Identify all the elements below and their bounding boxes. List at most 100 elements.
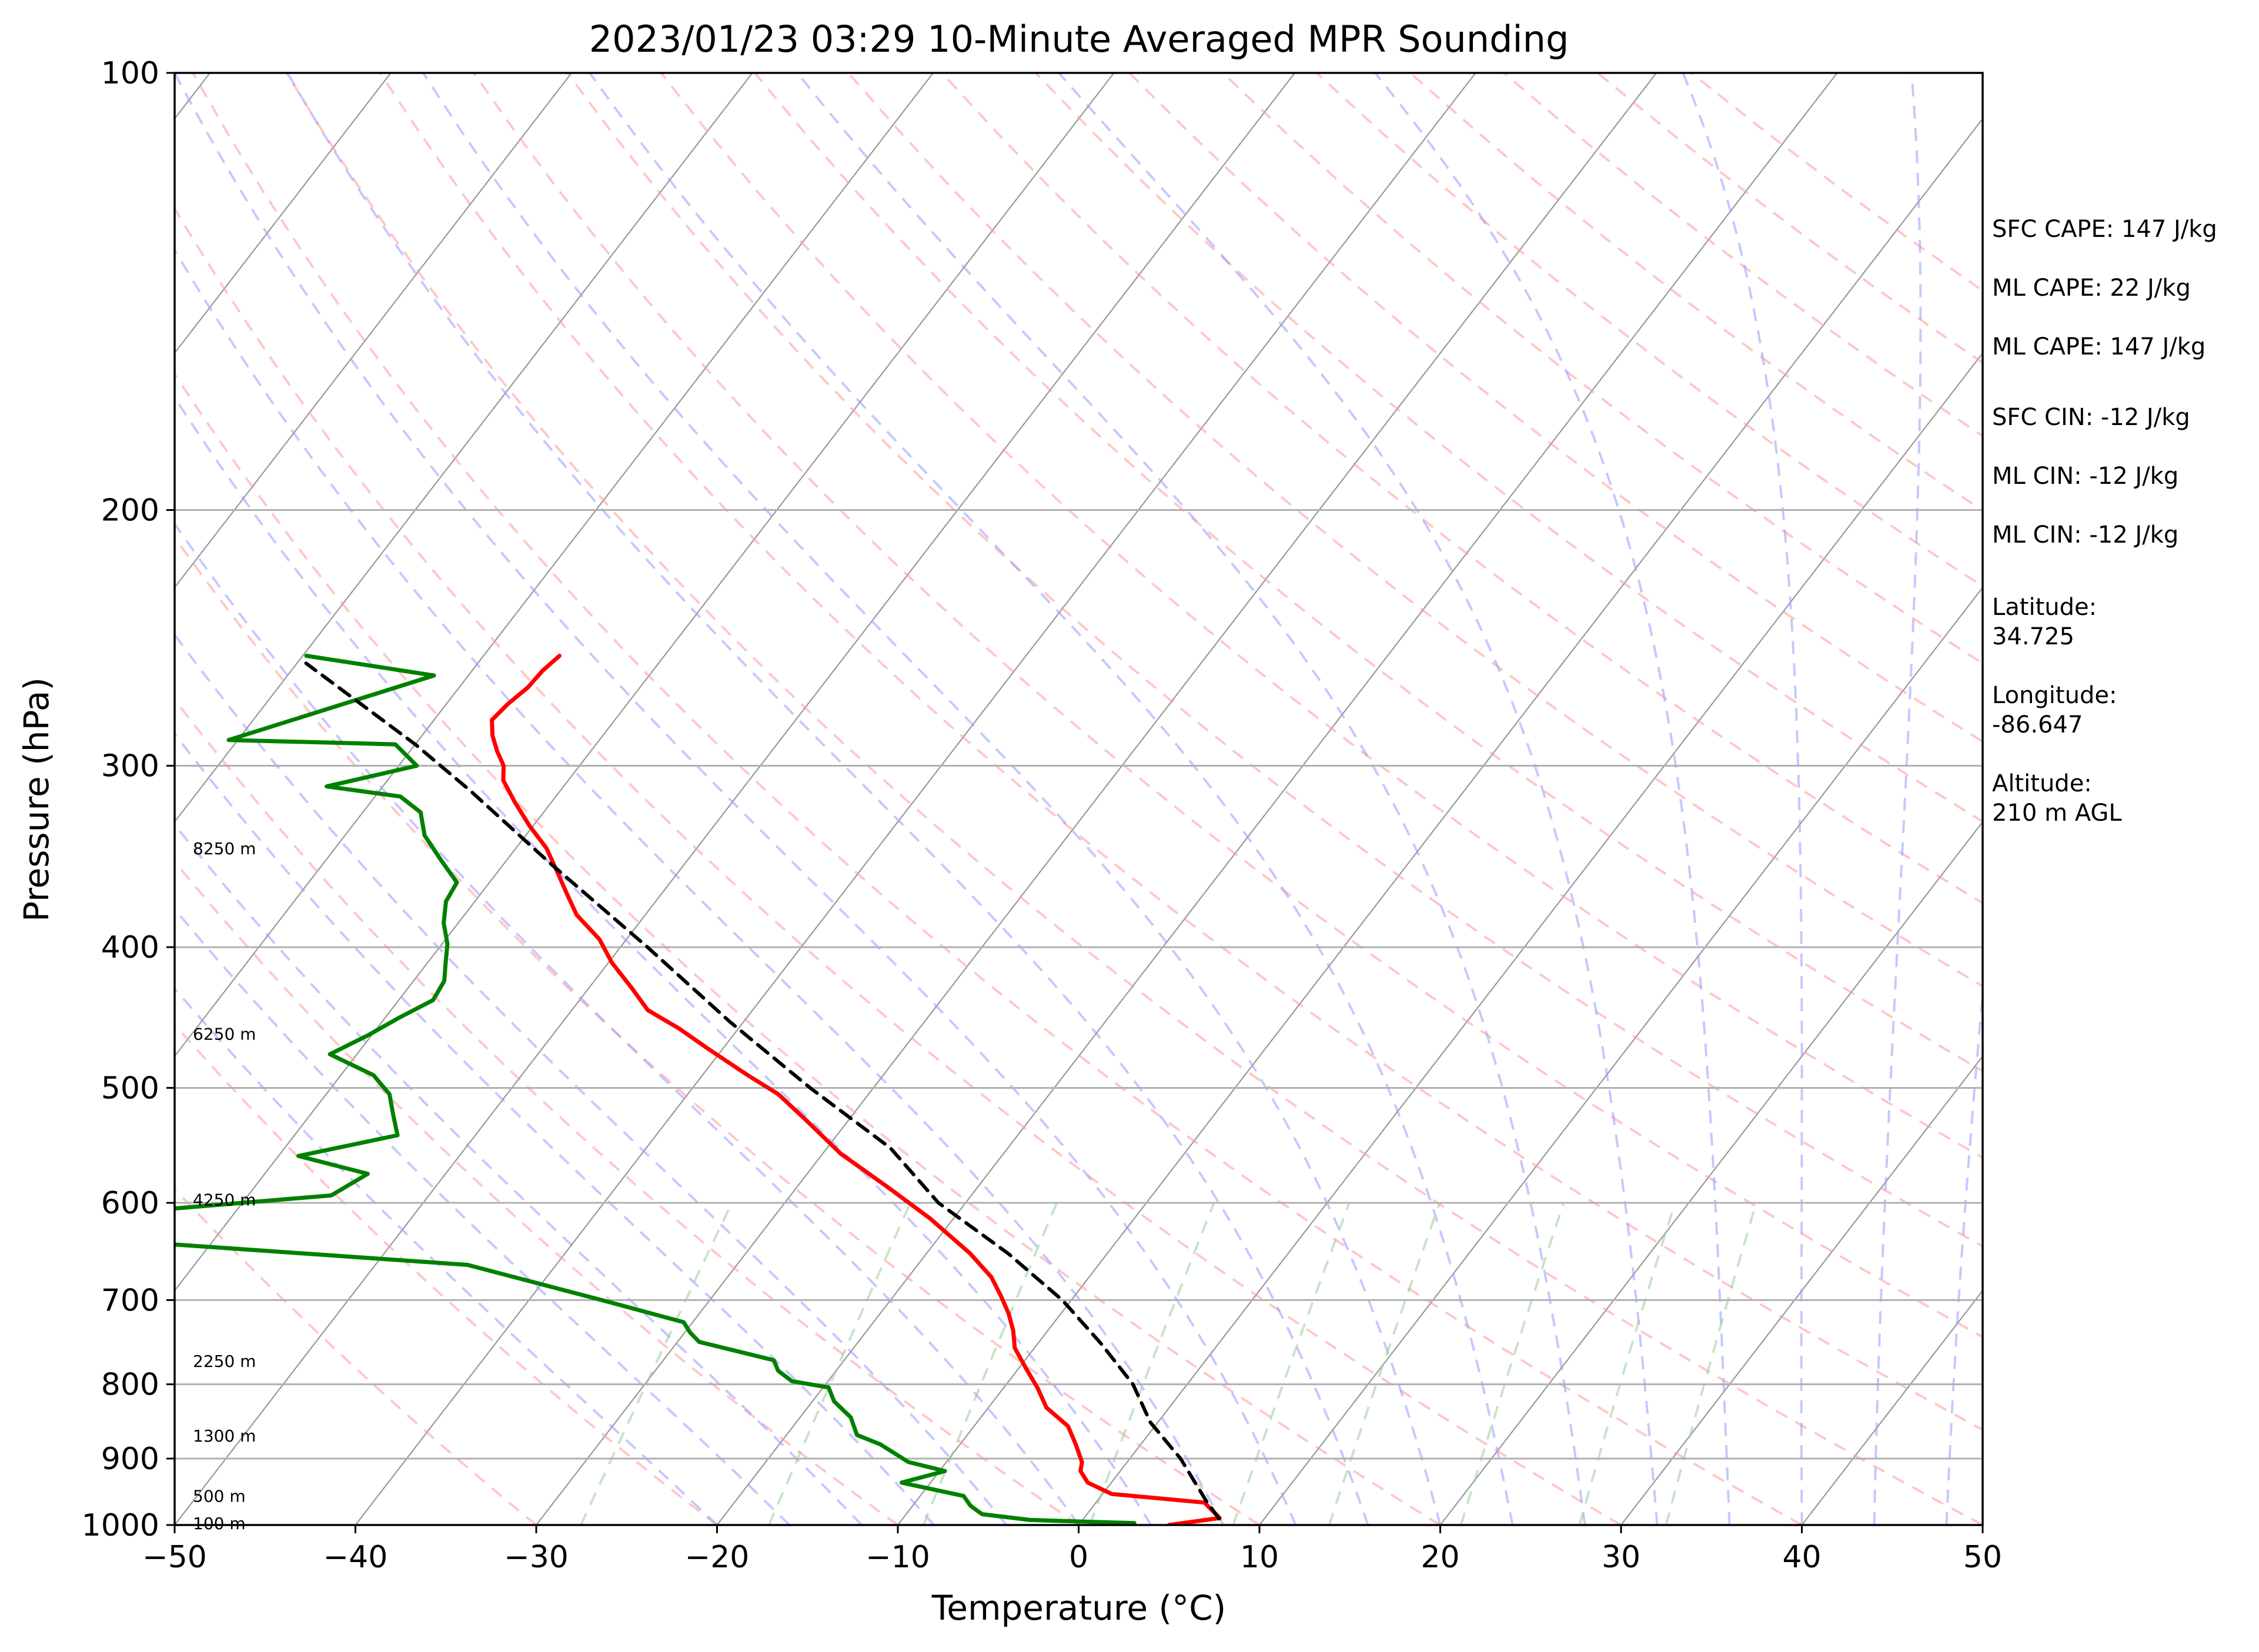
height-label: 2250 m xyxy=(193,1352,256,1371)
stat-line: Longitude: xyxy=(1992,682,2117,709)
x-tick-label: 10 xyxy=(1240,1540,1279,1575)
isotherm-line xyxy=(536,73,1657,1525)
y-tick-label: 400 xyxy=(101,930,159,965)
dry-adiabat-line xyxy=(175,860,899,1525)
dry-adiabat-line xyxy=(285,73,1983,1525)
dry-adiabat-line xyxy=(847,73,1983,988)
isotherm-line xyxy=(175,73,1115,1292)
sounding-stats: SFC CAPE: 147 J/kg ML CAPE: 22 J/kg ML CAP… xyxy=(1992,216,2217,827)
stat-line: ML CAPE: 22 J/kg xyxy=(1992,275,2191,302)
chart-title: 2023/01/23 03:29 10-Minute Averaged MPR … xyxy=(589,18,1569,61)
stat-line: 34.725 xyxy=(1992,623,2074,650)
moist-adiabat-line xyxy=(175,73,1297,1525)
y-tick-label: 500 xyxy=(101,1071,159,1106)
height-label: 6250 m xyxy=(193,1025,256,1044)
height-label: 500 m xyxy=(193,1487,246,1506)
moist-adiabat-line xyxy=(175,986,718,1525)
x-tick-label: −40 xyxy=(323,1540,388,1575)
dry-adiabat-line xyxy=(1128,73,1983,743)
stat-line: Latitude: xyxy=(1992,594,2097,621)
dry-adiabat-line xyxy=(660,73,1983,1159)
isotherm-line xyxy=(1620,1055,1983,1525)
x-tick-label: −10 xyxy=(865,1540,930,1575)
stat-line: ML CAPE: 147 J/kg xyxy=(1992,333,2205,360)
stat-line: SFC CAPE: 147 J/kg xyxy=(1992,216,2217,243)
y-tick-label: 300 xyxy=(101,748,159,784)
mixing-ratio-line xyxy=(922,1202,1058,1525)
isotherm-line xyxy=(716,73,1838,1525)
y-tick-label: 1000 xyxy=(82,1508,159,1543)
dry-adiabat-line xyxy=(175,372,1441,1525)
x-axis-ticks: −50 −40 −30 −20 −10 0 10 20 30 40 50 xyxy=(142,1525,2002,1575)
sounding-profiles xyxy=(175,654,1222,1525)
mixing-ratio-line xyxy=(1088,1202,1215,1525)
moist-adiabat-line xyxy=(589,73,1514,1525)
isotherm-line xyxy=(1078,352,1983,1525)
dry-adiabat-line xyxy=(1034,73,1983,823)
stat-line: 210 m AGL xyxy=(1992,800,2122,827)
moist-adiabat-line xyxy=(175,732,935,1525)
x-tick-label: 40 xyxy=(1782,1540,1821,1575)
x-tick-label: 20 xyxy=(1421,1540,1459,1575)
moist-adiabat-line xyxy=(796,73,1586,1525)
x-tick-label: −30 xyxy=(504,1540,569,1575)
moist-adiabat-line xyxy=(175,521,1080,1525)
x-axis-label: Temperature (°C) xyxy=(931,1588,1227,1628)
height-label: 1300 m xyxy=(193,1426,256,1446)
isotherm-line xyxy=(355,73,1476,1525)
x-tick-label: −20 xyxy=(685,1540,750,1575)
dry-adiabat-line xyxy=(175,1022,718,1525)
moist-adiabat-line xyxy=(175,633,1008,1525)
temperature-profile-line xyxy=(490,654,1222,1525)
moist-adiabat-line xyxy=(1873,73,1922,1525)
x-tick-label: 50 xyxy=(1963,1540,2002,1575)
isotherm-line xyxy=(1259,586,1983,1525)
isotherm-line xyxy=(175,73,572,589)
x-tick-label: 0 xyxy=(1069,1540,1088,1575)
moist-adiabat-line xyxy=(175,395,1152,1525)
moist-adiabat-line xyxy=(286,73,1369,1525)
isotherm-line xyxy=(175,73,392,355)
dry-adiabat-line xyxy=(175,1187,537,1525)
y-axis-ticks: 100 200 300 400 500 600 700 800 900 1000 xyxy=(82,56,175,1543)
isotherm-line xyxy=(897,118,1983,1525)
y-tick-label: 800 xyxy=(101,1367,159,1403)
x-tick-label: 30 xyxy=(1602,1540,1640,1575)
height-labels: 8250 m 6250 m 4250 m 2250 m 1300 m 500 m 100 m xyxy=(193,839,256,1533)
isotherm-line xyxy=(175,73,753,823)
mixing-ratio-line xyxy=(580,1202,733,1525)
dry-adiabat-line xyxy=(473,73,1983,1339)
height-label: 100 m xyxy=(193,1514,246,1533)
dry-adiabat-line xyxy=(175,697,1080,1525)
isotherm-line xyxy=(1439,821,1983,1525)
dry-adiabat-line xyxy=(175,535,1261,1525)
moist-adiabat-line xyxy=(422,73,1442,1525)
moist-adiabat-line xyxy=(175,248,1225,1525)
moist-adiabat-line xyxy=(1682,73,1803,1525)
dry-adiabat-line xyxy=(754,73,1983,1073)
background-lines xyxy=(175,73,1983,1525)
plot-frame xyxy=(173,72,1984,1526)
dry-adiabat-line xyxy=(192,73,1803,1525)
mixing-ratio-line xyxy=(1232,1202,1351,1525)
mixing-ratio-line xyxy=(1328,1202,1441,1525)
stat-line: Altitude: xyxy=(1992,770,2092,797)
stat-line: SFC CIN: -12 J/kg xyxy=(1992,404,2190,431)
y-axis-label: Pressure (hPa) xyxy=(16,677,56,922)
mixing-ratio-line xyxy=(1665,1202,1757,1525)
y-tick-label: 100 xyxy=(101,56,159,91)
stat-line: ML CIN: -12 J/kg xyxy=(1992,521,2178,549)
isotherm-line xyxy=(175,73,1295,1525)
isotherm-line xyxy=(175,73,934,1058)
dry-adiabat-line xyxy=(379,73,1983,1432)
y-tick-label: 900 xyxy=(101,1442,159,1477)
dewpoint-profile-line xyxy=(175,654,1137,1525)
moist-adiabat-line xyxy=(1374,73,1731,1525)
y-tick-label: 700 xyxy=(101,1283,159,1318)
mixing-ratio-line xyxy=(767,1202,912,1525)
y-tick-label: 200 xyxy=(101,493,159,529)
parcel-profile-line xyxy=(304,661,1221,1521)
mixing-ratio-line xyxy=(1578,1202,1676,1525)
height-label: 8250 m xyxy=(193,839,256,858)
